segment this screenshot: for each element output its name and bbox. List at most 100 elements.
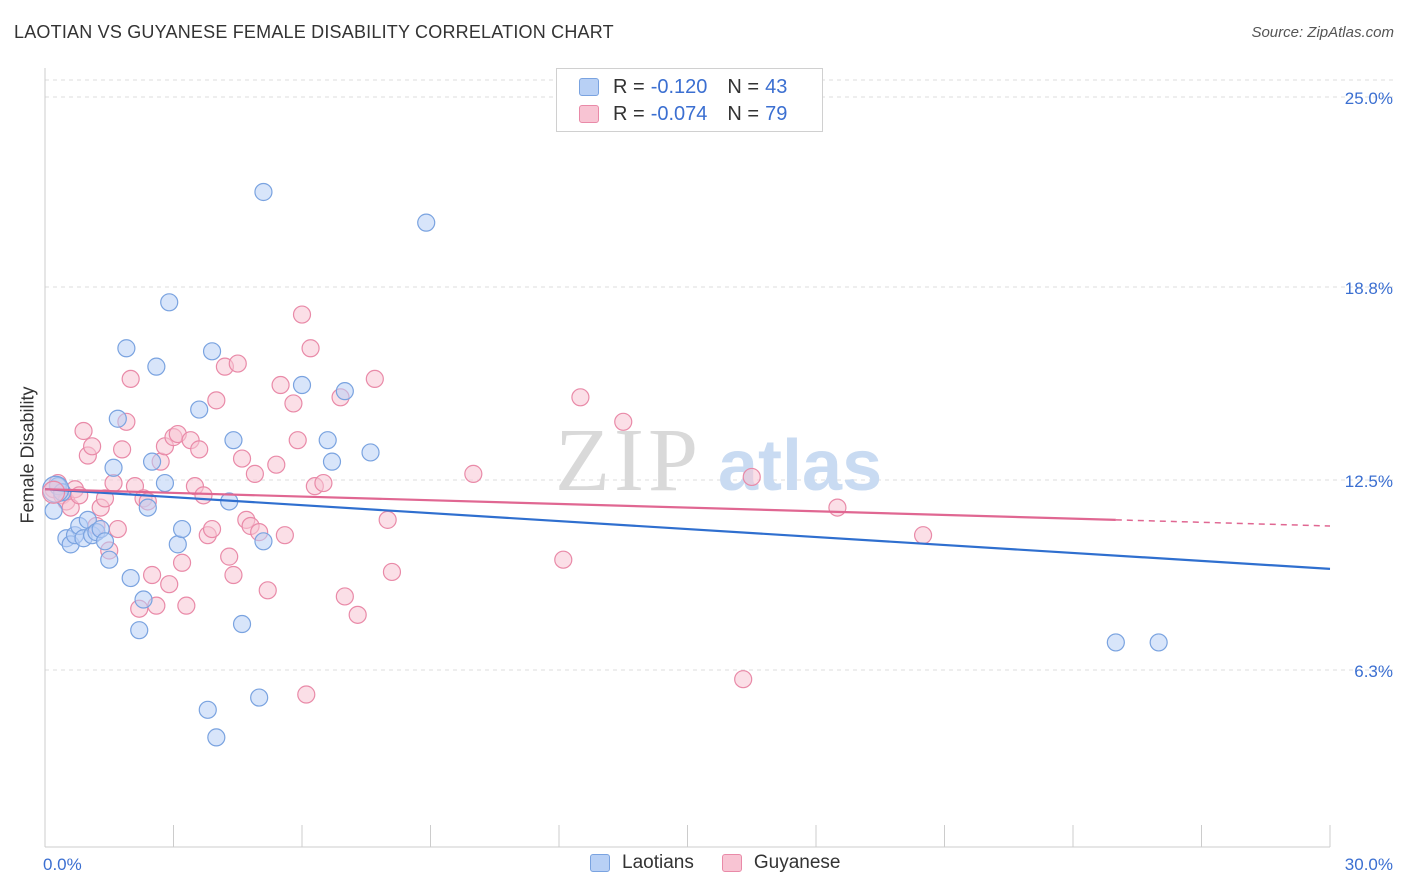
guyanese-point bbox=[108, 519, 127, 539]
laotians-point bbox=[292, 375, 312, 395]
guyanese-point bbox=[121, 369, 140, 389]
guyanese-point bbox=[348, 605, 367, 624]
guyanese-point bbox=[224, 565, 243, 585]
guyanese-point bbox=[172, 553, 192, 572]
legend-label-laotians: Laotians bbox=[622, 852, 694, 873]
legend-r-label: R = bbox=[613, 102, 645, 125]
guyanese-point bbox=[267, 455, 286, 474]
guyanese-point bbox=[220, 547, 239, 566]
legend-item-guyanese: Guyanese bbox=[721, 852, 840, 874]
laotians-point bbox=[168, 535, 187, 554]
guyanese-point bbox=[142, 565, 162, 585]
y-tick-label: 25.0% bbox=[1345, 89, 1393, 108]
guyanese-point bbox=[177, 596, 196, 615]
laotians-point bbox=[104, 458, 123, 477]
guyanese-trend-extension bbox=[1115, 519, 1331, 527]
laotians-point bbox=[44, 501, 63, 520]
laotians-point bbox=[121, 568, 140, 588]
y-axis-label: Female Disability bbox=[17, 386, 38, 524]
guyanese-point bbox=[41, 480, 66, 504]
laotians-point bbox=[134, 590, 153, 609]
guyanese-point bbox=[275, 526, 294, 545]
legend-r-value: -0.074 bbox=[650, 102, 708, 125]
guyanese-point bbox=[314, 473, 333, 493]
y-tick-label: 18.8% bbox=[1345, 279, 1393, 298]
laotians-point bbox=[130, 621, 149, 640]
laotians-point bbox=[117, 339, 136, 358]
watermark-atlas: atlas bbox=[718, 426, 882, 506]
x-tick-label: 0.0% bbox=[43, 855, 82, 874]
laotians-point bbox=[1106, 633, 1125, 652]
guyanese-point bbox=[271, 375, 290, 395]
guyanese-point bbox=[828, 498, 847, 517]
guyanese-point bbox=[207, 391, 226, 410]
laotians-point bbox=[155, 473, 175, 493]
guyanese-point bbox=[160, 575, 179, 594]
guyanese-point bbox=[228, 354, 247, 373]
guyanese-point bbox=[913, 526, 933, 545]
laotians-point bbox=[147, 357, 166, 376]
guyanese-trend-line bbox=[44, 488, 1116, 521]
legend-row-laotians: R = -0.120 N = 43 bbox=[579, 75, 787, 99]
laotians-point bbox=[142, 452, 162, 471]
guyanese-point bbox=[104, 473, 123, 493]
correlation-legend: R = -0.120 N = 43 R = -0.074 N = 79 bbox=[556, 68, 823, 132]
legend-n-label: N = bbox=[727, 75, 760, 98]
laotians-point bbox=[417, 213, 436, 232]
guyanese-point bbox=[335, 587, 354, 606]
legend-n-value: 79 bbox=[765, 102, 788, 125]
laotians-point bbox=[318, 431, 337, 450]
guyanese-point bbox=[378, 510, 397, 529]
y-tick-label: 12.5% bbox=[1345, 472, 1393, 491]
laotians-swatch bbox=[579, 78, 599, 96]
laotians-point bbox=[1149, 633, 1168, 652]
source-credit: Source: ZipAtlas.com bbox=[1251, 24, 1394, 41]
laotians-point bbox=[250, 688, 269, 707]
laotians-point bbox=[138, 498, 157, 517]
series-legend: Laotians Guyanese bbox=[590, 852, 868, 874]
guyanese-point bbox=[194, 486, 213, 505]
laotians-point bbox=[108, 409, 127, 428]
guyanese-point bbox=[301, 339, 320, 358]
laotians-point bbox=[202, 342, 222, 361]
x-tick-label: 30.0% bbox=[1345, 855, 1393, 874]
laotians-point bbox=[335, 382, 354, 401]
laotians-point bbox=[100, 550, 119, 569]
legend-n-value: 43 bbox=[765, 75, 788, 98]
guyanese-point bbox=[288, 431, 307, 450]
legend-r-value: -0.120 bbox=[650, 75, 708, 98]
guyanese-point bbox=[365, 369, 384, 389]
guyanese-point bbox=[245, 464, 264, 483]
y-tick-label: 6.3% bbox=[1354, 662, 1393, 681]
guyanese-point bbox=[382, 562, 402, 582]
guyanese-point bbox=[734, 670, 753, 689]
laotians-point bbox=[172, 519, 192, 539]
chart-title: LAOTIAN VS GUYANESE FEMALE DISABILITY CO… bbox=[14, 22, 614, 42]
legend-n-label: N = bbox=[727, 102, 760, 125]
guyanese-point bbox=[83, 437, 102, 456]
laotians-point bbox=[160, 293, 179, 312]
laotians-point bbox=[322, 452, 342, 471]
laotians-point bbox=[254, 532, 273, 551]
laotians-point bbox=[95, 532, 115, 551]
guyanese-point bbox=[614, 412, 633, 431]
laotians-point bbox=[361, 443, 380, 462]
guyanese-point bbox=[284, 394, 303, 413]
guyanese-point bbox=[571, 388, 590, 407]
guyanese-point bbox=[742, 467, 761, 487]
laotians-swatch bbox=[590, 854, 610, 872]
legend-r-label: R = bbox=[613, 75, 645, 98]
laotians-point bbox=[254, 182, 273, 202]
guyanese-point bbox=[464, 464, 483, 483]
guyanese-point bbox=[232, 449, 252, 468]
guyanese-swatch bbox=[579, 105, 599, 123]
guyanese-point bbox=[554, 550, 573, 569]
laotians-point bbox=[207, 728, 226, 747]
laotians-point bbox=[190, 400, 209, 419]
legend-row-guyanese: R = -0.074 N = 79 bbox=[579, 102, 787, 126]
laotians-point bbox=[198, 700, 217, 719]
guyanese-swatch bbox=[721, 854, 742, 872]
guyanese-point bbox=[292, 305, 312, 324]
legend-item-laotians: Laotians bbox=[590, 852, 694, 874]
